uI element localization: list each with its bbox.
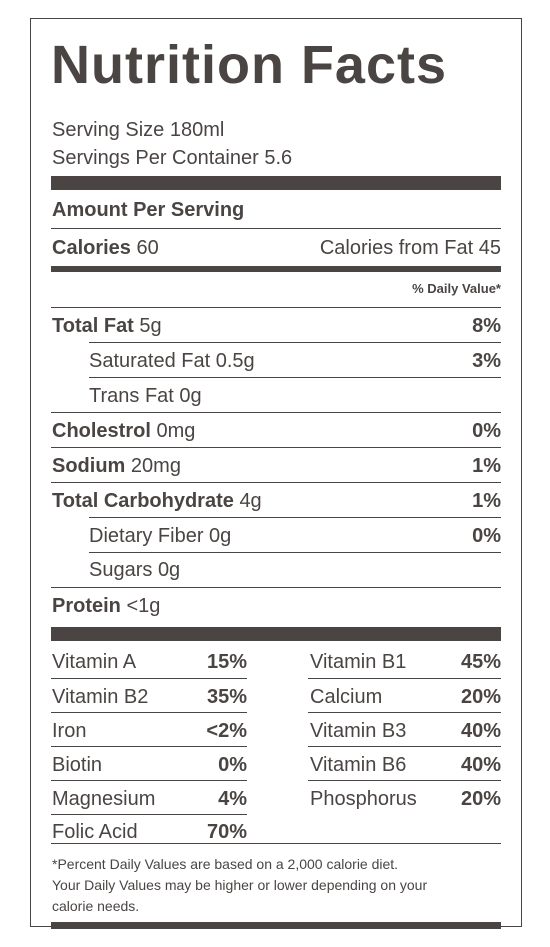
daily-value-header: % Daily Value* bbox=[412, 281, 501, 296]
nutrient-name: Protein bbox=[52, 595, 121, 617]
nutrition-label: Nutrition Facts Serving Size 180ml Servi… bbox=[30, 18, 522, 929]
divider-bottom bbox=[51, 922, 501, 929]
nutrient-amount: 5g bbox=[139, 315, 162, 337]
vitamin-name: Vitamin B2 bbox=[52, 686, 149, 708]
nutrient-name: Cholestrol bbox=[52, 420, 151, 442]
vitamin-name: Vitamin A bbox=[52, 651, 137, 673]
vitamin-daily-value: 20% bbox=[460, 686, 501, 708]
nutrient-name: Trans Fat bbox=[89, 385, 174, 407]
vitamin-daily-value: 35% bbox=[206, 686, 247, 708]
nutrient-amount: 20mg bbox=[130, 455, 181, 477]
vitamin-name: Folic Acid bbox=[52, 821, 138, 843]
vitamin-name: Vitamin B6 bbox=[310, 754, 407, 776]
calories-row: Calories 60 Calories from Fat 45 bbox=[51, 236, 501, 260]
amount-per-serving: Amount Per Serving bbox=[52, 199, 245, 221]
divider-thick bbox=[51, 627, 501, 641]
nutrient-amount: 0mg bbox=[156, 420, 196, 442]
divider bbox=[51, 412, 501, 413]
nutrient-amount: 0g bbox=[179, 385, 202, 407]
servings-per-container: Servings Per Container 5.6 bbox=[52, 147, 293, 169]
vitamin-daily-value: 40% bbox=[460, 754, 501, 776]
vitamin-name: Magnesium bbox=[52, 788, 156, 810]
footnote: *Percent Daily Values are based on a 2,0… bbox=[52, 854, 512, 917]
divider bbox=[89, 552, 501, 553]
vitamin-daily-value: 0% bbox=[218, 754, 247, 776]
divider bbox=[89, 517, 501, 518]
divider bbox=[51, 843, 501, 844]
divider bbox=[51, 587, 501, 588]
nutrient-amount: 4g bbox=[239, 490, 262, 512]
vitamin-name: Biotin bbox=[52, 754, 103, 776]
vitamin-daily-value: 15% bbox=[206, 651, 247, 673]
calories-label: Calories bbox=[52, 237, 131, 259]
nutrient-name: Sugars bbox=[89, 559, 153, 581]
divider bbox=[308, 712, 501, 713]
divider bbox=[51, 482, 501, 483]
nutrient-amount: 0.5g bbox=[215, 350, 255, 372]
vitamin-name: Iron bbox=[52, 720, 87, 742]
footnote-line: *Percent Daily Values are based on a 2,0… bbox=[52, 856, 399, 872]
divider bbox=[51, 447, 501, 448]
nutrient-name: Sodium bbox=[52, 455, 126, 477]
vitamin-name: Phosphorus bbox=[310, 788, 417, 810]
nutrient-row: Protein <1g bbox=[51, 594, 501, 618]
nutrient-row: Dietary Fiber 0g 0% bbox=[51, 524, 501, 548]
vitamin-daily-value: 4% bbox=[218, 788, 247, 810]
footnote-line: Your Daily Values may be higher or lower… bbox=[52, 877, 428, 893]
divider bbox=[51, 712, 247, 713]
nutrient-row: Saturated Fat 0.5g 3% bbox=[51, 349, 501, 373]
vitamin-daily-value: 45% bbox=[460, 651, 501, 673]
nutrient-amount: 0g bbox=[157, 559, 181, 581]
divider bbox=[51, 307, 501, 308]
divider bbox=[51, 780, 247, 781]
divider bbox=[51, 678, 247, 679]
nutrient-daily-value: 3% bbox=[472, 350, 501, 372]
nutrient-daily-value: 8% bbox=[472, 315, 501, 337]
divider-thick bbox=[51, 176, 501, 190]
nutrient-amount: <1g bbox=[126, 595, 161, 617]
nutrient-name: Total Carbohydrate bbox=[52, 490, 234, 512]
divider bbox=[89, 377, 501, 378]
vitamin-name: Vitamin B1 bbox=[310, 651, 407, 673]
footnote-line: calorie needs. bbox=[52, 898, 140, 914]
nutrient-daily-value: 1% bbox=[472, 455, 501, 477]
divider bbox=[308, 678, 501, 679]
nutrient-row: Total Carbohydrate 4g 1% bbox=[51, 489, 501, 513]
serving-size: Serving Size 180ml bbox=[52, 119, 225, 141]
nutrient-daily-value: 1% bbox=[472, 490, 501, 512]
nutrient-daily-value: 0% bbox=[472, 525, 501, 547]
nutrient-amount: 0g bbox=[209, 525, 232, 547]
nutrient-row: Total Fat 5g 8% bbox=[51, 314, 501, 338]
divider bbox=[51, 814, 247, 815]
divider-medium bbox=[51, 266, 501, 272]
vitamin-daily-value: 40% bbox=[460, 720, 501, 742]
vitamin-name: Vitamin B3 bbox=[310, 720, 407, 742]
divider bbox=[308, 746, 501, 747]
calories-from-fat: Calories from Fat 45 bbox=[319, 237, 501, 259]
nutrient-daily-value: 0% bbox=[472, 420, 501, 442]
nutrient-row: Cholestrol 0mg 0% bbox=[51, 419, 501, 443]
nutrient-name: Dietary Fiber bbox=[89, 525, 204, 547]
nutrient-row: Sugars 0g bbox=[51, 558, 501, 582]
vitamin-name: Calcium bbox=[310, 686, 383, 708]
vitamin-daily-value: 20% bbox=[460, 788, 501, 810]
divider bbox=[308, 780, 501, 781]
calories-value: 60 bbox=[136, 237, 159, 259]
nutrient-row: Trans Fat 0g bbox=[51, 384, 501, 408]
vitamin-daily-value: <2% bbox=[206, 720, 247, 742]
divider bbox=[89, 342, 501, 343]
nutrient-name: Saturated Fat bbox=[89, 350, 211, 372]
label-title: Nutrition Facts bbox=[51, 35, 448, 95]
nutrient-row: Sodium 20mg 1% bbox=[51, 454, 501, 478]
divider bbox=[51, 228, 501, 229]
vitamin-daily-value: 70% bbox=[206, 821, 247, 843]
label-content: Nutrition Facts Serving Size 180ml Servi… bbox=[51, 19, 501, 929]
divider bbox=[51, 746, 247, 747]
nutrient-name: Total Fat bbox=[52, 315, 134, 337]
